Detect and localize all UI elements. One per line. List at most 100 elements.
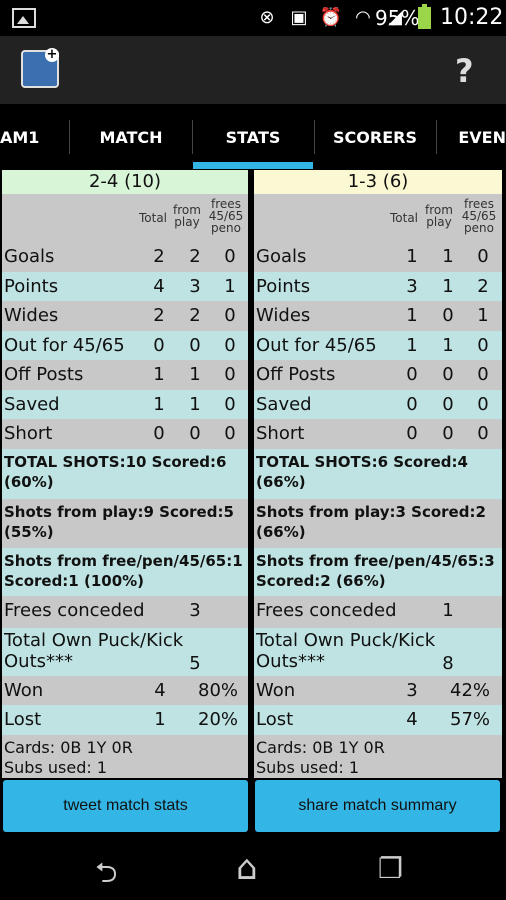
battery-icon — [418, 4, 431, 29]
vibrate-icon: ▣ — [290, 6, 308, 28]
play-value: 1 — [189, 364, 201, 385]
frees-conceded-value: 3 — [189, 599, 201, 621]
total-shots: TOTAL SHOTS:6 Scored:4 (66%) — [254, 448, 502, 499]
tweet-match-stats-button[interactable]: tweet match stats — [3, 780, 248, 832]
signal-booster-icon: ⊗ — [259, 6, 275, 28]
stat-row-out-for-45: Out for 45/65 0 0 0 — [2, 330, 248, 360]
frees-value: 0 — [477, 393, 489, 415]
stats-header: Total from play frees 45/65 peno — [2, 194, 248, 242]
total-value: 2 — [153, 246, 165, 267]
total-shots: TOTAL SHOTS:10 Scored:6 (60%) — [2, 448, 248, 499]
frees-value: 0 — [224, 364, 236, 385]
row-label: Off Posts — [256, 364, 336, 385]
total-value: 0 — [406, 364, 418, 385]
play-value: 0 — [442, 393, 454, 415]
total-value: 0 — [406, 393, 418, 415]
stat-row-off-posts: Off Posts 0 0 0 — [254, 360, 502, 390]
tab-events[interactable]: EVEN — [437, 104, 506, 170]
frees-conceded-row: Frees conceded 1 — [254, 595, 502, 628]
play-value: 1 — [442, 275, 454, 297]
team1-stats-panel: 2-4 (10) Total from play frees 45/65 pen… — [2, 170, 248, 778]
stat-row-points: Points 3 1 2 — [254, 271, 502, 301]
stat-row-short: Short 0 0 0 — [2, 419, 248, 449]
play-value: 0 — [189, 334, 201, 356]
status-bar: ⊗ ▣ ⏰ ◠ ◢ 95% 10:22 — [0, 0, 506, 36]
won-row: Won 4 80% — [2, 675, 248, 705]
header-frees: frees 45/65 peno — [461, 197, 497, 235]
stat-row-saved: Saved 0 0 0 — [254, 389, 502, 419]
lost-count: 1 — [154, 709, 166, 730]
wifi-icon: ◠ — [355, 6, 371, 28]
clock: 10:22 — [440, 5, 504, 30]
row-label: Frees conceded — [4, 599, 145, 621]
stat-row-out-for-45: Out for 45/65 1 1 0 — [254, 330, 502, 360]
row-label: Out for 45/65 — [256, 334, 377, 356]
row-label: Short — [256, 423, 305, 444]
header-from-play: from play — [173, 203, 201, 229]
play-value: 2 — [189, 246, 201, 267]
row-label: Goals — [4, 246, 55, 267]
tab-team1[interactable]: AM1 — [0, 104, 68, 170]
frees-value: 0 — [224, 246, 236, 267]
won-percent: 42% — [450, 679, 491, 701]
row-label: Off Posts — [4, 364, 84, 385]
row-label: Total Own Puck/Kick Outs*** — [4, 629, 184, 672]
stat-row-off-posts: Off Posts 1 1 0 — [2, 360, 248, 390]
stat-row-wides: Wides 1 0 1 — [254, 301, 502, 331]
play-value: 1 — [442, 334, 454, 356]
navigation-bar: ⮌ ⌂ ❐ — [0, 832, 506, 900]
row-label: Points — [256, 275, 311, 297]
header-from-play: from play — [425, 203, 453, 229]
tab-stats[interactable]: STATS — [193, 104, 313, 170]
help-icon[interactable]: ? — [455, 52, 474, 90]
row-label: Wides — [4, 305, 59, 326]
total-value: 0 — [406, 423, 418, 444]
row-label: Saved — [256, 393, 312, 415]
won-count: 4 — [154, 679, 166, 701]
kickouts-row: Total Own Puck/Kick Outs*** 5 — [2, 627, 248, 676]
cards-subs: Cards: 0B 1Y 0R Subs used: 1 — [254, 734, 502, 778]
app-logo-icon[interactable] — [21, 48, 59, 88]
header-frees: frees 45/65 peno — [208, 197, 244, 235]
total-value: 0 — [153, 423, 165, 444]
lost-count: 4 — [406, 709, 418, 730]
share-match-summary-button[interactable]: share match summary — [255, 780, 500, 832]
won-count: 3 — [406, 679, 418, 701]
home-icon[interactable]: ⌂ — [236, 848, 258, 888]
shots-from-play: Shots from play:9 Scored:5 (55%) — [2, 498, 248, 548]
tab-bar: AM1 MATCH STATS SCORERS EVEN — [0, 104, 506, 170]
tab-match[interactable]: MATCH — [70, 104, 192, 170]
row-label: Goals — [256, 246, 307, 267]
recent-apps-icon[interactable]: ❐ — [378, 852, 404, 885]
play-value: 1 — [442, 246, 454, 267]
frees-value: 2 — [477, 275, 489, 297]
shots-from-play: Shots from play:3 Scored:2 (66%) — [254, 498, 502, 548]
frees-value: 0 — [477, 364, 489, 385]
play-value: 0 — [442, 423, 454, 444]
frees-value: 0 — [477, 246, 489, 267]
row-label: Out for 45/65 — [4, 334, 125, 356]
row-label: Lost — [256, 709, 294, 730]
team2-score: 1-3 (6) — [347, 171, 409, 192]
row-label: Points — [4, 275, 59, 297]
frees-value: 1 — [224, 275, 236, 297]
total-value: 1 — [406, 334, 418, 356]
cards-summary: Cards: 0B 1Y 0R — [256, 737, 385, 757]
back-icon[interactable]: ⮌ — [95, 856, 118, 889]
tab-scorers[interactable]: SCORERS — [315, 104, 435, 170]
row-label: Frees conceded — [256, 599, 397, 621]
row-label: Total Own Puck/Kick Outs*** — [256, 629, 436, 672]
subs-summary: Subs used: 1 — [4, 757, 108, 777]
team1-score: 2-4 (10) — [88, 171, 162, 192]
row-label: Short — [4, 423, 53, 444]
frees-value: 0 — [477, 334, 489, 356]
active-tab-indicator — [193, 162, 313, 169]
frees-conceded-row: Frees conceded 3 — [2, 595, 248, 628]
play-value: 3 — [189, 275, 201, 297]
kickouts-value: 5 — [189, 652, 201, 674]
row-label: Wides — [256, 305, 311, 326]
tab-label: STATS — [225, 127, 281, 147]
stat-row-goals: Goals 2 2 0 — [2, 242, 248, 272]
frees-value: 0 — [224, 334, 236, 356]
subs-summary: Subs used: 1 — [256, 757, 360, 777]
